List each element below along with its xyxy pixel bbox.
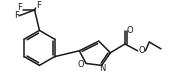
- Text: F: F: [14, 11, 19, 20]
- Text: O: O: [127, 26, 133, 35]
- Text: O: O: [78, 60, 84, 69]
- Text: F: F: [18, 3, 22, 12]
- Text: O: O: [138, 46, 145, 55]
- Text: F: F: [36, 1, 41, 10]
- Text: N: N: [100, 64, 106, 73]
